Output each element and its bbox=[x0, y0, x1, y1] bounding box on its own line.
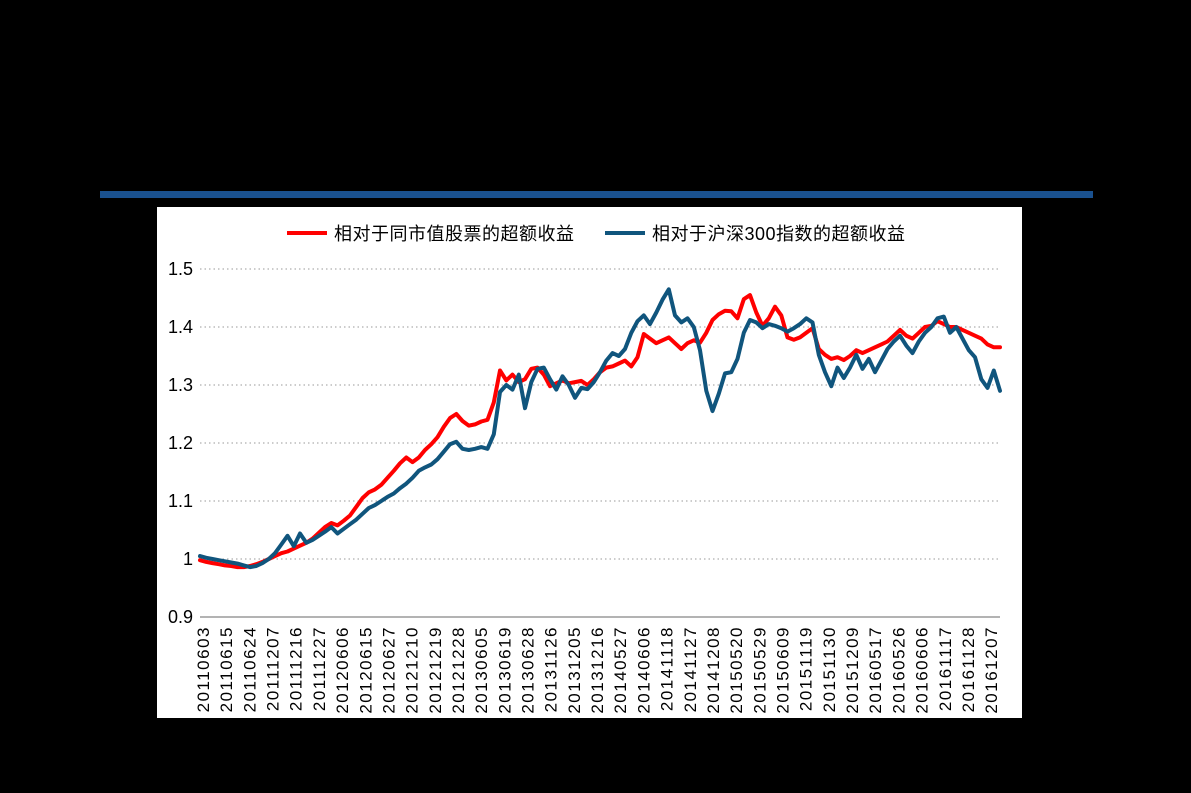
x-tick-label: 20130605 bbox=[472, 626, 491, 714]
series-line-csi300 bbox=[198, 287, 1002, 570]
chart-panel: 1.5 1.4 1.3 1.2 1.1 1 0.9 20110603 20110615 20110… bbox=[157, 207, 1022, 718]
x-tick-label: 20151209 bbox=[843, 626, 862, 714]
red-line-swatch bbox=[287, 231, 327, 235]
y-tick-label: 0.9 bbox=[168, 607, 193, 627]
x-tick-label: 20161117 bbox=[936, 626, 955, 711]
x-tick-label: 20131126 bbox=[542, 626, 561, 712]
x-tick-label: 20110615 bbox=[217, 626, 236, 712]
x-tick-label: 20111216 bbox=[287, 626, 306, 711]
x-tick-label: 20130628 bbox=[519, 626, 538, 714]
x-tick-label: 20161128 bbox=[959, 626, 978, 712]
x-tick-label: 20141118 bbox=[658, 626, 677, 711]
x-tick-label: 20141208 bbox=[704, 626, 723, 714]
x-tick-label: 20121210 bbox=[403, 626, 422, 714]
x-tick-label: 20120615 bbox=[356, 626, 375, 714]
legend-label: 相对于沪深300指数的超额收益 bbox=[652, 224, 906, 244]
x-tick-label: 20151119 bbox=[797, 626, 816, 711]
x-tick-label: 20160517 bbox=[866, 626, 885, 714]
y-tick-label: 1.4 bbox=[168, 317, 193, 337]
x-tick-label: 20161207 bbox=[982, 626, 1001, 714]
blue-line-swatch bbox=[605, 231, 645, 235]
x-tick-label: 20120627 bbox=[379, 626, 398, 714]
y-tick-label: 1.5 bbox=[168, 259, 193, 279]
x-tick-label: 20110603 bbox=[194, 626, 213, 712]
legend-label: 相对于同市值股票的超额收益 bbox=[334, 224, 575, 244]
x-tick-label: 20141127 bbox=[681, 626, 700, 712]
header-divider-rule bbox=[100, 191, 1093, 198]
x-tick-label: 20120606 bbox=[333, 626, 352, 714]
y-tick-label: 1 bbox=[183, 549, 193, 569]
y-tick-label: 1.3 bbox=[168, 375, 193, 395]
legend-item-same-marketcap: 相对于同市值股票的超额收益 bbox=[287, 223, 575, 244]
series-line-same-marketcap bbox=[198, 293, 1002, 570]
x-tick-label: 20121228 bbox=[449, 626, 468, 714]
x-tick-label: 20130619 bbox=[495, 626, 514, 714]
x-tick-label: 20131205 bbox=[565, 626, 584, 714]
x-tick-label: 20110624 bbox=[240, 626, 259, 712]
legend-item-csi300: 相对于沪深300指数的超额收益 bbox=[605, 223, 906, 244]
x-tick-label: 20111207 bbox=[264, 626, 283, 711]
y-tick-label: 1.2 bbox=[168, 433, 193, 453]
y-tick-label: 1.1 bbox=[168, 491, 193, 511]
x-tick-label: 20151130 bbox=[820, 626, 839, 712]
x-tick-label: 20121219 bbox=[426, 626, 445, 714]
x-tick-label: 20150529 bbox=[750, 626, 769, 714]
x-tick-label: 20140527 bbox=[611, 626, 630, 714]
x-tick-label: 20160606 bbox=[913, 626, 932, 714]
x-tick-label: 20150520 bbox=[727, 626, 746, 714]
x-tick-label: 20160526 bbox=[889, 626, 908, 714]
x-tick-label: 20140606 bbox=[634, 626, 653, 714]
x-tick-label: 20150609 bbox=[774, 626, 793, 714]
x-tick-label: 20111227 bbox=[310, 626, 329, 711]
x-tick-label: 20131216 bbox=[588, 626, 607, 714]
